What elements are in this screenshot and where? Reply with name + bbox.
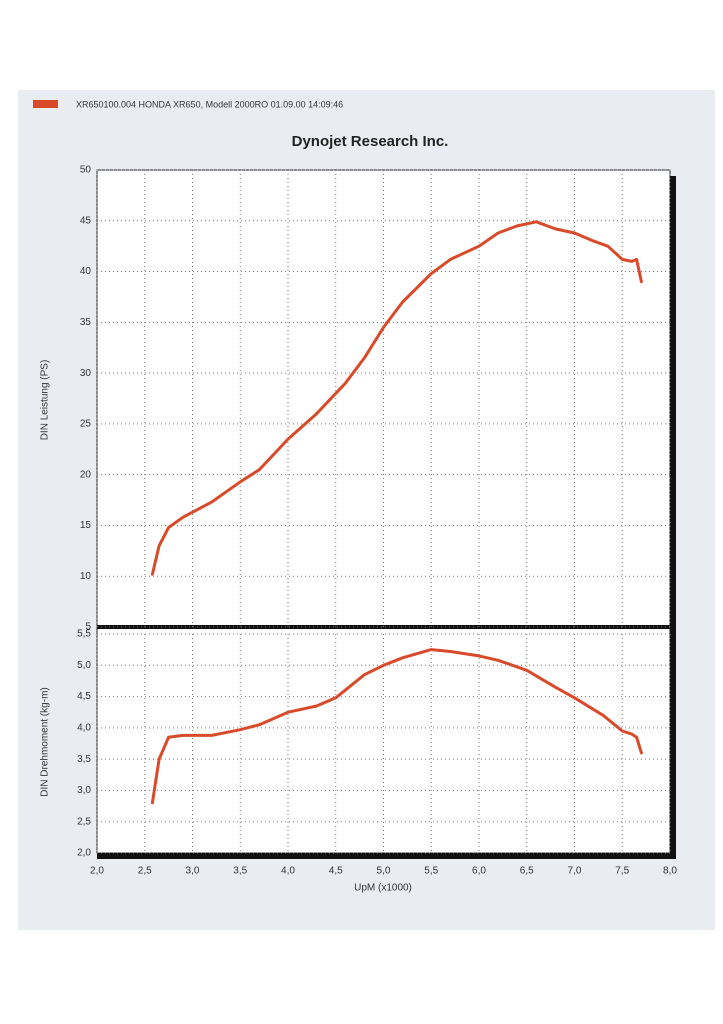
y-tick-label: 2,5 — [77, 816, 91, 827]
y-tick-label: 4,5 — [77, 691, 91, 702]
y-tick-label: 20 — [80, 469, 92, 480]
x-axis-label: UpM (x1000) — [354, 883, 412, 894]
data-line — [150, 220, 643, 576]
x-tick-label: 6,5 — [520, 866, 534, 877]
frame-shadow — [97, 853, 676, 859]
y-tick-label: 40 — [80, 266, 92, 277]
x-tick-label: 3,0 — [186, 866, 200, 877]
x-tick-label: 2,0 — [90, 866, 104, 877]
x-tick-label: 3,5 — [233, 866, 247, 877]
y-tick-label: 50 — [80, 165, 92, 176]
x-tick-label: 5,0 — [377, 866, 391, 877]
y-tick-label: 3,0 — [77, 785, 91, 796]
y-tick-label: 5 — [85, 622, 91, 633]
x-tick-label: 5,5 — [424, 866, 438, 877]
chart-title: Dynojet Research Inc. — [292, 133, 449, 150]
y-tick-label: 3,5 — [77, 754, 91, 765]
x-tick-label: 4,0 — [281, 866, 295, 877]
y-tick-label: 15 — [80, 520, 92, 531]
y-tick-label: 4,0 — [77, 722, 91, 733]
y-tick-label: 5,5 — [77, 629, 91, 640]
y-axis-label: DIN Drehmoment (kg-m) — [40, 687, 51, 796]
data-line — [150, 648, 643, 805]
y-axis-label: DIN Leistung (PS) — [40, 360, 51, 441]
x-tick-label: 4,5 — [329, 866, 343, 877]
y-tick-label: 35 — [80, 317, 92, 328]
frame-shadow — [670, 176, 676, 859]
y-tick-label: 2,0 — [77, 848, 91, 859]
y-tick-label: 30 — [80, 368, 92, 379]
legend-label: XR650100.004 HONDA XR650, Modell 2000RO … — [76, 99, 343, 109]
x-tick-label: 2,5 — [138, 866, 152, 877]
legend-swatch — [33, 100, 58, 108]
x-tick-label: 7,0 — [568, 866, 582, 877]
x-tick-label: 6,0 — [472, 866, 486, 877]
x-tick-label: 7,5 — [615, 866, 629, 877]
y-tick-label: 5,0 — [77, 660, 91, 671]
x-tick-label: 8,0 — [663, 866, 677, 877]
y-tick-label: 10 — [80, 571, 92, 582]
y-tick-label: 25 — [80, 419, 92, 430]
y-tick-label: 45 — [80, 215, 92, 226]
